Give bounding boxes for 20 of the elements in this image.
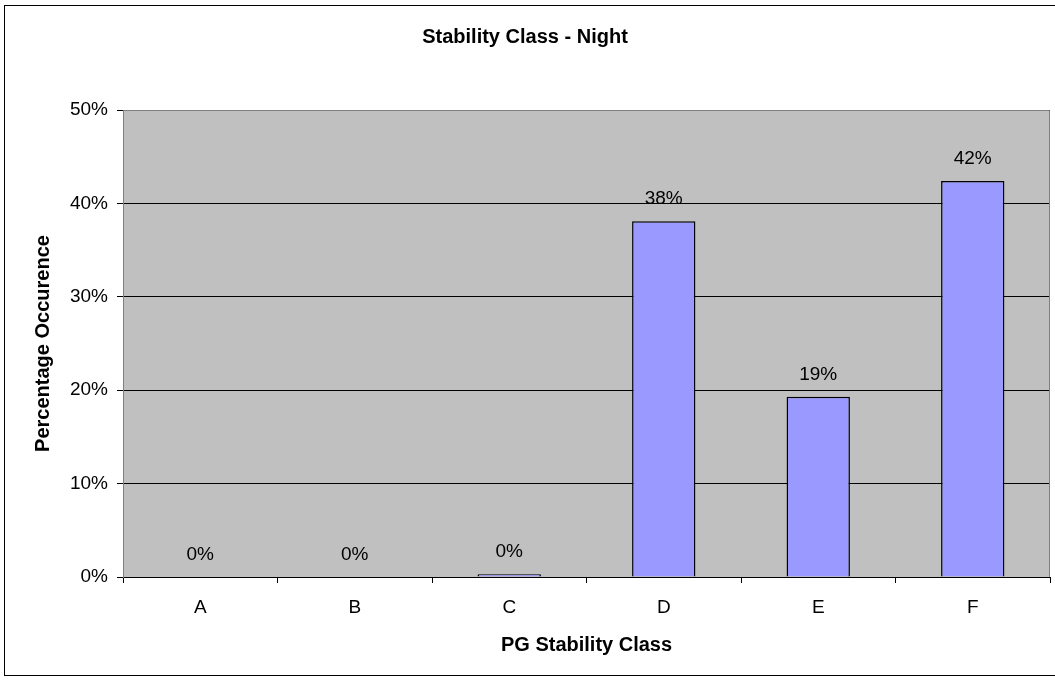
y-tick-label: 20% [69,378,109,400]
data-label: 0% [186,543,215,564]
x-axis-title: PG Stability Class [500,632,673,655]
x-tick-label: C [502,595,517,617]
y-tick-label: 50% [69,98,109,120]
y-tick-label: 0% [80,565,109,587]
x-tick-label: A [193,595,207,617]
x-tick-label: B [348,595,362,617]
data-label: 0% [495,540,524,562]
data-label: 19% [799,362,838,384]
x-tick-label: D [656,595,671,617]
y-tick-label: 10% [69,471,109,493]
x-tick-label: F [966,595,979,617]
data-label: 0% [341,543,369,564]
x-tick-label: E [811,595,825,617]
chart-title: Stability Class - Night [422,24,629,47]
y-tick-label: 40% [69,191,109,213]
y-axis-title: Percentage Occurence [30,235,53,452]
data-label: 42% [953,146,992,168]
y-tick-label: 30% [69,285,109,307]
